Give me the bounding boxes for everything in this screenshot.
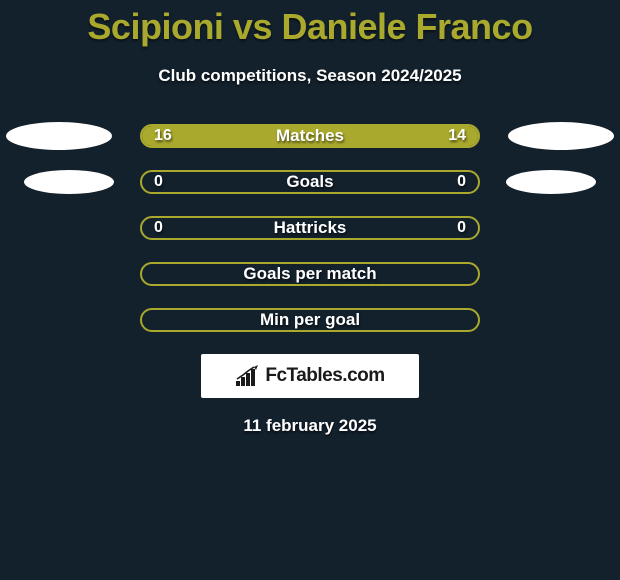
page-subtitle: Club competitions, Season 2024/2025 [0, 66, 620, 86]
stat-value-right: 0 [457, 173, 466, 191]
stat-label: Goals per match [243, 264, 376, 284]
stat-label: Matches [276, 126, 344, 146]
stat-row: Goals per match [0, 262, 620, 286]
stat-row: 0 Hattricks 0 [0, 216, 620, 240]
stat-row: Min per goal [0, 308, 620, 332]
stat-value-right: 14 [448, 127, 466, 145]
stat-bar: 0 Goals 0 [140, 170, 480, 194]
stat-bar: 16 Matches 14 [140, 124, 480, 148]
stat-value-right: 0 [457, 219, 466, 237]
stats-container: 16 Matches 14 0 Goals 0 0 Hattricks 0 Goals per m… [0, 124, 620, 332]
logo-text: FcTables.com [265, 365, 384, 387]
player-ellipse-right [506, 170, 596, 194]
stat-label: Goals [286, 172, 333, 192]
stat-bar: Min per goal [140, 308, 480, 332]
logo-box: FcTables.com [201, 354, 419, 398]
stat-label: Hattricks [274, 218, 347, 238]
stat-label: Min per goal [260, 310, 360, 330]
player-ellipse-left [24, 170, 114, 194]
stat-value-left: 0 [154, 219, 163, 237]
page-title: Scipioni vs Daniele Franco [0, 0, 620, 48]
stat-value-left: 0 [154, 173, 163, 191]
player-ellipse-right [508, 122, 614, 150]
stat-row: 0 Goals 0 [0, 170, 620, 194]
stat-row: 16 Matches 14 [0, 124, 620, 148]
stat-value-left: 16 [154, 127, 172, 145]
bars-logo-icon [235, 365, 261, 387]
player-ellipse-left [6, 122, 112, 150]
stat-bar: 0 Hattricks 0 [140, 216, 480, 240]
date-label: 11 february 2025 [0, 416, 620, 436]
stat-bar: Goals per match [140, 262, 480, 286]
